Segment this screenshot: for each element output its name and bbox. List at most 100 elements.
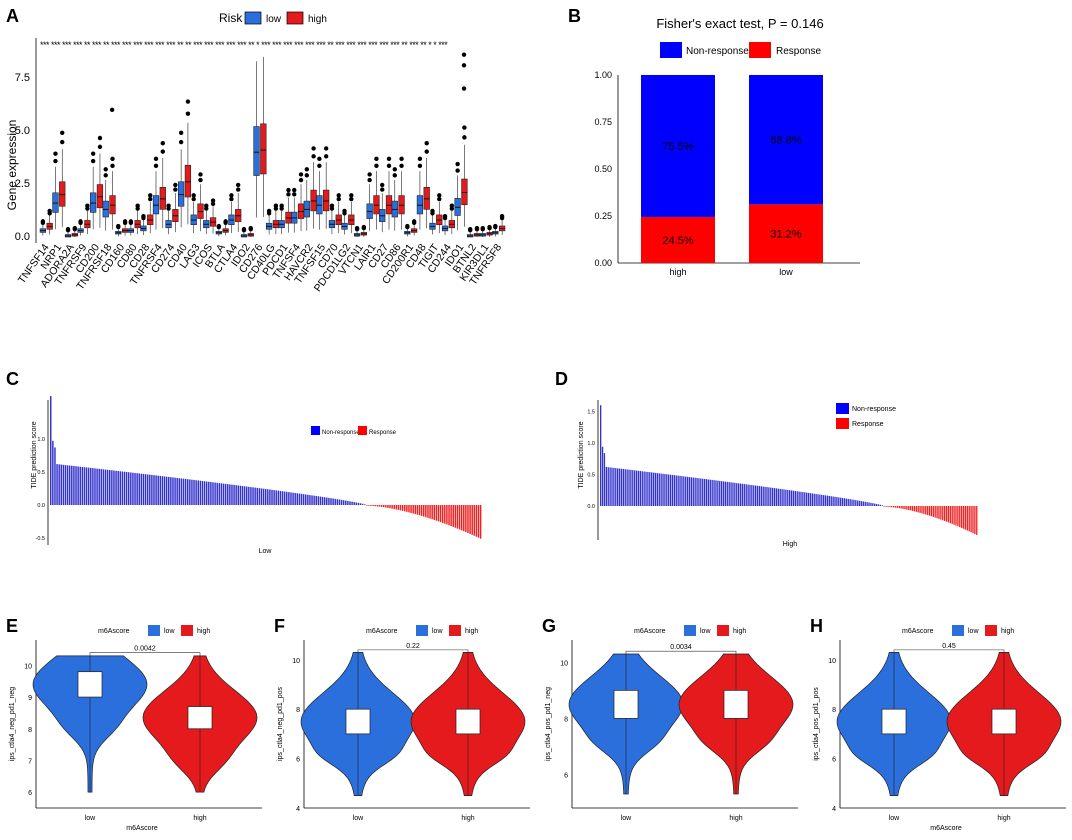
bar-nonresponse [713,480,715,506]
bar-nonresponse [802,492,804,506]
bar-nonresponse [811,493,814,506]
violin-ytick: 10 [828,658,836,665]
outlier-point [417,156,423,162]
bar-nonresponse [264,488,267,505]
bar-response [926,506,929,516]
outlier-point [449,203,455,208]
bar-nonresponse [666,474,668,506]
b-xtick-high: high [669,267,686,277]
outlier-point [487,224,492,230]
bar-nonresponse [728,482,730,506]
bar-response [401,505,404,511]
outlier-point [317,156,322,162]
outlier-point [304,173,310,178]
bar-nonresponse [815,493,817,506]
bar-nonresponse [258,488,261,505]
bar-nonresponse [307,494,309,505]
legend-nonresponse-label: Non-response [686,46,749,57]
bar-nonresponse [205,481,208,505]
outlier-point [248,225,253,231]
violin-xtick-high: high [997,815,1010,822]
bar-nonresponse [157,475,159,505]
violin-ytick: 4 [296,806,300,813]
bar-response [898,506,900,509]
p-value: 0.0042 [134,646,156,653]
bar-nonresponse [351,501,353,505]
ytick-0: 0.0 [15,231,30,243]
panel-b-stacked-bar: Fisher's exact test, P = 0.146 Non-respo… [594,16,860,277]
panel-d-ylabel: TIDE prediction score [578,421,585,488]
bar-nonresponse [224,483,227,505]
bar-response [422,505,425,517]
outlier-point [97,135,103,141]
bar-nonresponse [726,481,728,506]
outlier-point [417,163,423,169]
box-high-cd200 [96,184,104,209]
bar-nonresponse [745,484,747,506]
outlier-point [53,151,58,156]
bar-nonresponse [296,493,299,505]
bar-nonresponse [690,477,693,506]
bar-nonresponse [775,488,778,506]
outlier-point [467,226,473,232]
bar-nonresponse-high [641,75,715,217]
bar-nonresponse [345,500,347,505]
outlier-point [90,158,96,164]
bar-nonresponse [864,501,866,506]
label-nonresponse-high: 75.5% [662,141,693,153]
bar-response [928,506,931,516]
bar-nonresponse [838,497,840,506]
bar-nonresponse [68,465,71,505]
p-value: 0.0034 [670,644,692,651]
bar-response [393,505,395,510]
bar-nonresponse [60,464,63,505]
bar-nonresponse [664,474,666,506]
bar-nonresponse [719,480,721,506]
outlier-point [392,167,397,172]
ytick-2-5: 2.5 [15,178,30,190]
violin-xtick-high: high [193,815,206,822]
bar-nonresponse [66,465,69,505]
bar-response [385,505,387,508]
violin-legend-high: high [733,628,746,635]
outlier-point [399,163,404,169]
bar-nonresponse [218,483,221,505]
bar-nonresponse [359,503,362,505]
panel-c-xlabel: Low [259,548,273,555]
bar-nonresponse [834,496,836,506]
bar-nonresponse [159,475,162,505]
bar-response [962,506,965,529]
bar-nonresponse [165,476,168,505]
violin-box-high [723,690,749,719]
cBars-ytick: 1.0 [37,437,45,443]
bar-response [940,506,942,520]
violin-ytick: 6 [28,790,32,797]
bar-nonresponse [789,490,791,506]
bar-nonresponse [81,466,84,505]
bar-response [444,505,446,524]
bar-nonresponse [792,490,795,506]
outlier-point [317,163,322,169]
violin-ytick: 8 [296,707,300,714]
bar-nonresponse-low [749,75,823,205]
bar-nonresponse [853,499,855,506]
bar-nonresponse [768,487,770,506]
bar-nonresponse [340,499,343,505]
violin-ylabel: ips_ctla4_pos_pd1_neg [545,687,552,761]
b-ytick-75: 0.75 [594,117,612,127]
bar-nonresponse [656,473,659,506]
bar-nonresponse [142,473,145,505]
bar-nonresponse [292,492,294,505]
bar-nonresponse [50,396,52,505]
bar-nonresponse [872,503,874,506]
bar-response [915,506,917,512]
outlier-point [229,193,234,198]
panel-letter-c: C [6,369,19,389]
bar-nonresponse [796,491,798,506]
outlier-point [292,187,297,193]
violin-legend-high-swatch [985,625,997,636]
bar-nonresponse [136,473,138,505]
bar-nonresponse [675,475,677,506]
outlier-point [266,208,272,214]
bar-response [425,505,427,518]
